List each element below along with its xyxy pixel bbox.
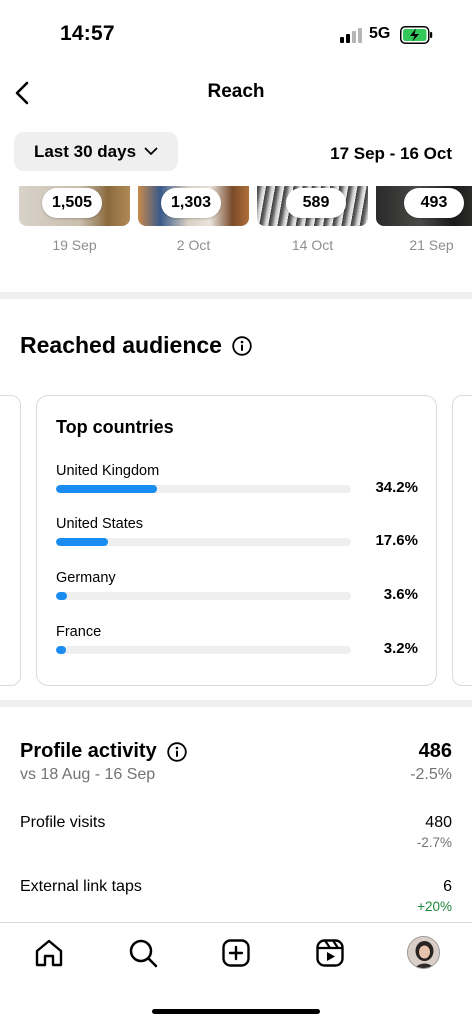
external-link-taps-change: +20% (417, 899, 452, 914)
country-bar-track (56, 646, 351, 654)
content-reach-badge: 493 (404, 188, 464, 218)
country-bar-fill (56, 592, 67, 600)
date-range-text: 17 Sep - 16 Oct (330, 144, 452, 163)
top-countries-title: Top countries (56, 417, 174, 437)
country-name: Germany (56, 570, 116, 586)
profile-avatar[interactable] (407, 936, 440, 969)
profile-activity-total: 486 (418, 740, 452, 762)
content-date: 21 Sep (409, 237, 454, 253)
profile-activity-change: -2.5% (410, 766, 452, 783)
country-bar-track (56, 538, 351, 546)
info-icon[interactable] (232, 335, 252, 356)
home-icon[interactable] (33, 937, 65, 969)
section-divider (0, 292, 472, 299)
reels-icon[interactable] (314, 937, 346, 969)
top-countries-card[interactable]: Top countries United Kingdom 34.2% United … (36, 395, 437, 686)
filter-row: Last 30 days 17 Sep - 16 Oct (0, 132, 472, 172)
country-row: United Kingdom 34.2% (56, 463, 418, 503)
country-bar-track (56, 485, 351, 493)
country-bar-fill (56, 538, 108, 546)
country-bar-track (56, 592, 351, 600)
country-row: Germany 3.6% (56, 570, 418, 610)
external-link-taps-value: 6 (443, 878, 452, 895)
chevron-down-icon (144, 147, 158, 155)
signal-icon (340, 28, 364, 43)
country-row: United States 17.6% (56, 516, 418, 556)
status-bar: 14:57 5G (0, 0, 472, 70)
profile-visits-label: Profile visits (20, 814, 106, 831)
content-reach-badge: 1,303 (161, 188, 222, 218)
date-range-dropdown[interactable]: Last 30 days (14, 132, 178, 171)
country-percentage: 3.2% (383, 640, 418, 657)
avatar-image (408, 937, 439, 968)
profile-visits-value: 480 (425, 814, 452, 831)
content-reach-badge: 1,505 (42, 188, 103, 218)
profile-activity-heading: Profile activity (20, 740, 187, 763)
country-name: United States (56, 516, 144, 532)
country-name: United Kingdom (56, 463, 160, 479)
country-percentage: 3.6% (383, 586, 418, 603)
chevron-left-icon[interactable] (8, 74, 42, 110)
comparison-period: vs 18 Aug - 16 Sep (20, 766, 156, 783)
date-range-dropdown-label: Last 30 days (33, 141, 137, 161)
next-card-edge[interactable] (452, 395, 472, 686)
country-name: France (56, 624, 102, 640)
top-content-strip: 1,505 19 Sep 1,303 2 Oct 589 14 Oct 493 … (0, 186, 472, 256)
network-label: 5G (369, 25, 391, 42)
content-date: 2 Oct (176, 237, 211, 253)
content-date: 19 Sep (52, 237, 97, 253)
battery-charging-icon (400, 26, 433, 44)
country-bar-fill (56, 485, 157, 493)
status-time: 14:57 (60, 22, 115, 45)
page-title: Reach (207, 81, 265, 102)
profile-activity-title: Profile activity (20, 740, 157, 762)
section-divider (0, 700, 472, 707)
content-date: 14 Oct (291, 237, 334, 253)
home-indicator (152, 1009, 320, 1014)
country-row: France 3.2% (56, 624, 418, 664)
top-nav: Reach (0, 70, 472, 114)
country-percentage: 34.2% (375, 479, 418, 496)
reached-audience-title: Reached audience (20, 332, 222, 358)
search-icon[interactable] (127, 937, 159, 969)
profile-visits-change: -2.7% (416, 835, 452, 850)
create-icon[interactable] (220, 937, 252, 969)
previous-card-edge[interactable] (0, 395, 21, 686)
country-percentage: 17.6% (375, 532, 418, 549)
profile-activity-section: Profile activity 486 vs 18 Aug - 16 Sep … (20, 740, 452, 920)
reached-audience-heading: Reached audience (20, 332, 252, 359)
external-link-taps-label: External link taps (20, 878, 142, 895)
info-icon[interactable] (167, 741, 187, 762)
content-reach-badge: 589 (286, 188, 346, 218)
country-bar-fill (56, 646, 66, 654)
bottom-tab-bar (0, 922, 472, 1023)
